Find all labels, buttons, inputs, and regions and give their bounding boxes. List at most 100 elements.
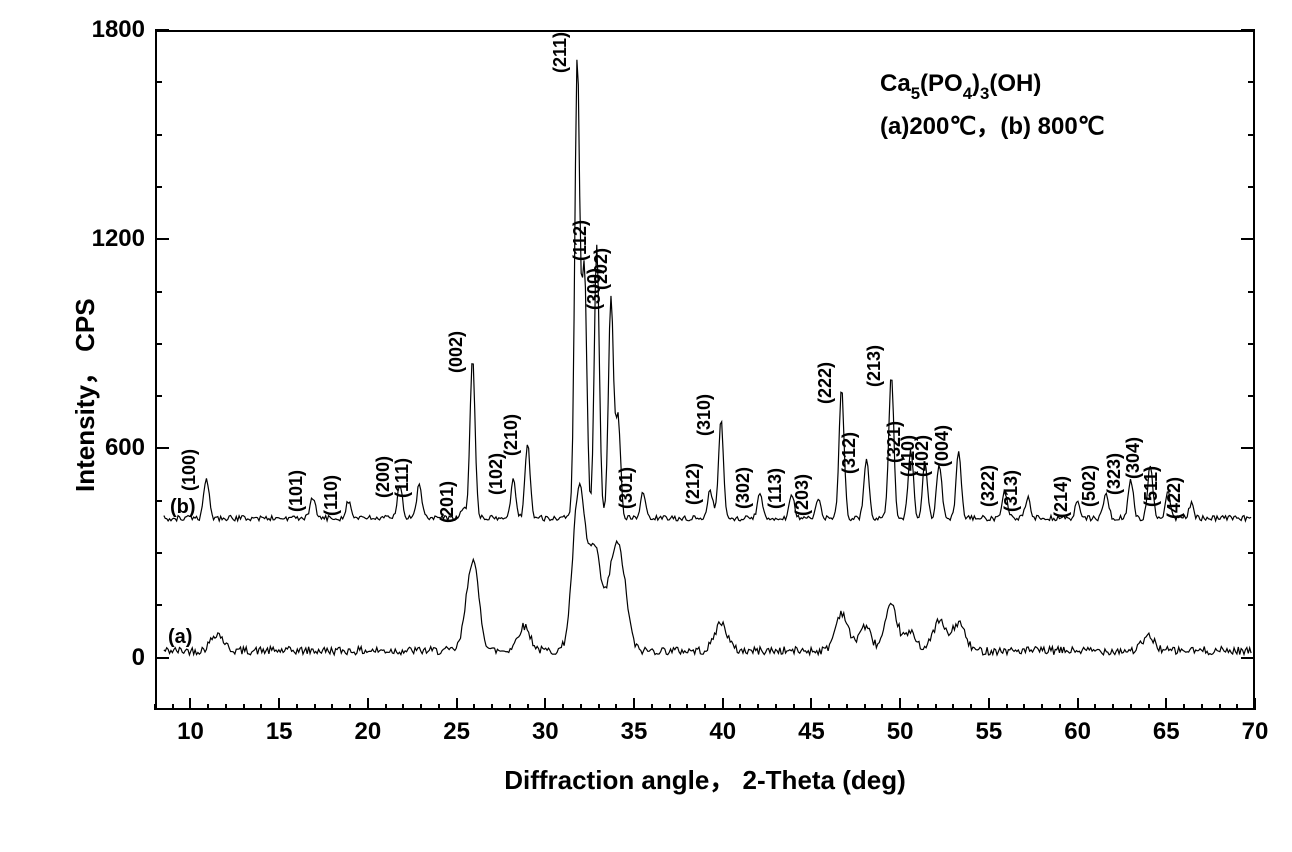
y-tick-right [1248,500,1255,502]
x-tick-label: 50 [887,718,914,746]
y-axis-label: Intensity， CPS [65,299,102,493]
x-tick [260,704,262,710]
x-tick [331,704,333,710]
y-tick-right [1241,657,1255,659]
x-tick [970,704,972,710]
peak-label: (322) [978,465,999,507]
x-tick [278,698,280,710]
peak-label: (312) [839,432,860,474]
x-tick [402,704,404,710]
x-tick [438,704,440,710]
peak-label: (200) [373,456,394,498]
x-tick [598,704,600,710]
x-tick [420,704,422,710]
y-tick-right [1248,81,1255,83]
peak-label: (110) [321,475,342,516]
x-tick [349,704,351,710]
x-tick [527,704,529,710]
peak-label: (402) [912,435,933,477]
x-tick [1236,704,1238,710]
x-tick-label: 35 [621,718,648,746]
x-tick [669,704,671,710]
x-tick [243,704,245,710]
x-tick [899,698,901,710]
peak-label: (202) [591,248,612,290]
peak-label: (112) [570,220,591,261]
peak-label: (323) [1104,453,1125,495]
legend-formula: Ca5(PO4)3(OH) [880,70,1105,102]
x-tick-label: 55 [976,718,1003,746]
x-tick [1201,704,1203,710]
peak-label: (102) [486,453,507,495]
x-tick [385,704,387,710]
xrd-figure: Intensity， CPS Diffraction angle， 2-Thet… [0,0,1292,852]
x-tick [864,704,866,710]
peak-label: (210) [501,414,522,456]
x-tick-label: 30 [532,718,559,746]
x-tick [473,704,475,710]
x-tick [1023,704,1025,710]
y-tick-left [155,343,162,345]
peak-label: (313) [1001,470,1022,512]
x-tick [1219,704,1221,710]
y-tick-label: 1800 [92,16,145,44]
x-tick [367,698,369,710]
x-tick [651,704,653,710]
peak-label: (113) [765,468,786,509]
legend-conditions: (a)200℃，(b) 800℃ [880,106,1105,141]
x-tick [225,704,227,710]
x-tick [757,704,759,710]
x-tick [633,698,635,710]
y-tick-left [155,604,162,606]
peak-label: (301) [616,467,637,509]
y-tick-right [1248,186,1255,188]
y-tick-right [1248,552,1255,554]
series-label: (a) [168,626,192,649]
x-tick [509,704,511,710]
peak-label: (502) [1079,465,1100,507]
x-tick [686,704,688,710]
peak-label: (201) [437,481,458,523]
y-tick-label: 1200 [92,225,145,253]
x-tick [544,698,546,710]
x-axis-label: Diffraction angle， 2-Theta (deg) [504,760,906,797]
y-tick-left [155,657,169,659]
x-tick [580,704,582,710]
peak-label: (214) [1051,475,1072,517]
x-tick [456,698,458,710]
y-tick-right [1248,604,1255,606]
x-tick [739,704,741,710]
y-tick-right [1241,29,1255,31]
x-tick-label: 65 [1153,718,1180,746]
x-tick [491,704,493,710]
y-tick-right [1248,395,1255,397]
series-label: (b) [170,496,196,519]
y-tick-left [155,81,162,83]
x-tick [1059,704,1061,710]
x-tick-label: 10 [177,718,204,746]
x-tick [1006,704,1008,710]
legend: Ca5(PO4)3(OH) (a)200℃，(b) 800℃ [880,70,1105,141]
x-tick [562,704,564,710]
y-tick-left [155,134,162,136]
x-tick [1041,704,1043,710]
x-tick [1112,704,1114,710]
y-tick-left [155,238,169,240]
x-tick [1183,704,1185,710]
x-tick [1130,704,1132,710]
x-tick-label: 70 [1242,718,1269,746]
x-tick [793,704,795,710]
x-tick [1148,704,1150,710]
x-tick [1094,704,1096,710]
x-tick [704,704,706,710]
peak-label: (002) [446,331,467,373]
peak-label: (212) [683,463,704,505]
x-tick [189,698,191,710]
x-tick [952,704,954,710]
y-tick-left [155,552,162,554]
peak-label: (213) [864,345,885,387]
y-tick-right [1248,134,1255,136]
x-tick [1254,698,1256,710]
x-tick [828,704,830,710]
x-tick [935,704,937,710]
